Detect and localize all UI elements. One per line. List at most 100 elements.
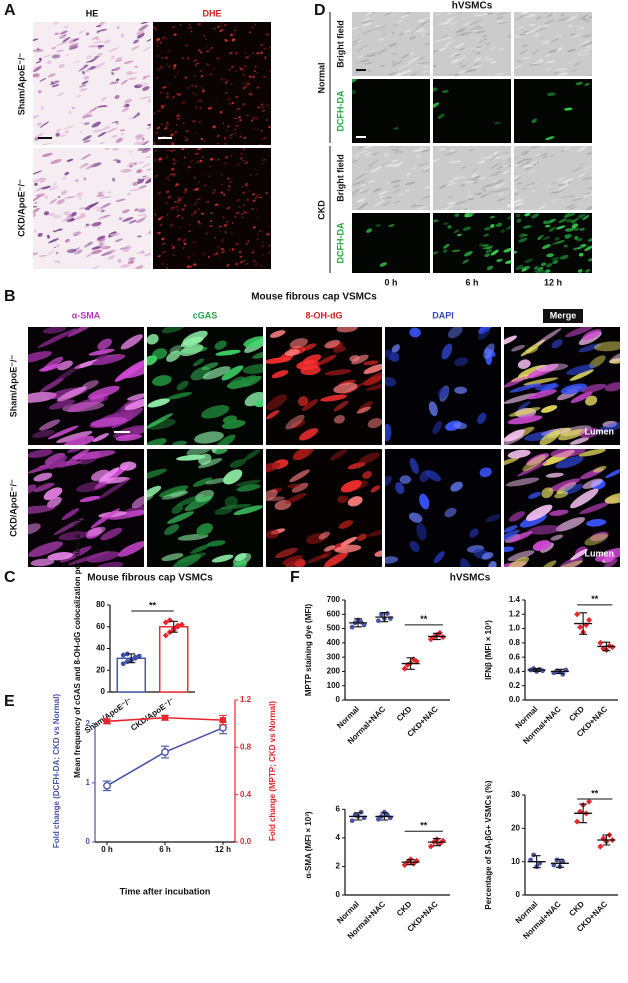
cell <box>233 117 238 120</box>
cell <box>96 25 102 28</box>
cell <box>81 122 84 124</box>
cell <box>577 163 585 166</box>
cell <box>466 194 474 199</box>
cell <box>242 68 244 72</box>
cell <box>53 518 84 536</box>
cell <box>541 40 553 44</box>
cell <box>478 37 488 44</box>
cell <box>47 552 74 561</box>
cell <box>123 104 128 108</box>
cell <box>252 75 256 78</box>
cell <box>97 226 101 229</box>
cell <box>96 194 105 197</box>
cell <box>133 113 140 119</box>
cell <box>257 106 261 109</box>
cell <box>156 45 159 47</box>
cell <box>227 206 231 209</box>
cell <box>176 209 180 211</box>
group-label: Normal <box>316 62 326 93</box>
cell <box>534 266 539 270</box>
cell <box>124 98 133 104</box>
cell <box>392 12 399 15</box>
cell <box>486 154 493 159</box>
cell <box>531 213 539 219</box>
cell <box>209 157 214 161</box>
cell <box>367 418 382 429</box>
cell <box>568 62 574 65</box>
cell <box>504 393 537 404</box>
cell <box>175 216 179 218</box>
cell <box>420 16 430 20</box>
cell <box>551 339 563 349</box>
significance: ** <box>591 788 599 798</box>
cell <box>222 238 225 241</box>
cell <box>147 438 167 445</box>
panel-letter: E <box>4 693 15 710</box>
cell <box>137 235 142 238</box>
cell <box>266 357 292 364</box>
cell <box>551 199 563 201</box>
cell <box>504 376 527 388</box>
cell <box>576 53 590 56</box>
cell <box>382 201 390 206</box>
cell <box>399 475 412 484</box>
cell <box>563 244 568 248</box>
cell <box>424 186 430 189</box>
cell <box>223 78 226 80</box>
cell <box>580 43 589 47</box>
cell <box>128 161 136 166</box>
cell <box>517 359 531 369</box>
cell <box>457 12 463 15</box>
cell <box>68 110 72 114</box>
cell <box>384 12 392 16</box>
cell <box>266 118 269 122</box>
cell <box>239 135 242 138</box>
cell <box>230 33 233 37</box>
cell <box>159 223 163 227</box>
axis-title: Fold change (DCFH-DA; CKD vs Normal) <box>52 694 61 849</box>
cell <box>252 226 256 229</box>
cell <box>121 107 129 113</box>
cell <box>63 211 71 216</box>
cell <box>576 247 581 250</box>
cell <box>368 159 379 167</box>
image-background <box>352 79 430 143</box>
cell <box>419 493 430 510</box>
cell <box>481 57 495 62</box>
cell <box>192 477 213 487</box>
cell <box>52 230 57 233</box>
y-tick-label: 1.2 <box>509 609 521 618</box>
cell <box>502 164 508 167</box>
cell <box>147 99 151 103</box>
cell <box>85 32 90 36</box>
cell <box>244 52 247 54</box>
cell <box>206 201 210 203</box>
cell <box>156 126 161 130</box>
cell <box>506 33 511 38</box>
cell <box>385 556 399 564</box>
cell <box>220 239 224 243</box>
cell <box>433 65 437 68</box>
cell <box>57 360 73 371</box>
micrograph <box>385 327 501 445</box>
cell <box>360 59 371 63</box>
cell <box>363 363 382 374</box>
cell <box>233 29 237 32</box>
cell <box>568 14 578 21</box>
y-tick-label: 10 <box>511 857 520 866</box>
cell <box>482 189 487 192</box>
data-point <box>104 718 110 725</box>
cell <box>462 259 470 264</box>
cell <box>147 418 176 430</box>
cell <box>481 552 494 560</box>
cell <box>40 142 52 145</box>
cell <box>505 260 511 264</box>
cell <box>107 255 116 260</box>
cell <box>452 176 466 179</box>
image-background <box>385 449 501 567</box>
cell <box>133 39 139 44</box>
cell <box>285 492 307 504</box>
y-tick-label: 0.4 <box>509 667 521 676</box>
cell <box>115 198 126 202</box>
image-background <box>266 327 382 445</box>
